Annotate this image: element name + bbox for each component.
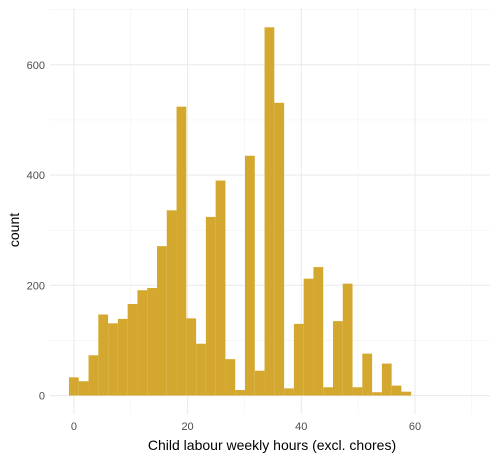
- histogram-bar: [166, 210, 177, 396]
- x-tick-label: 40: [295, 421, 307, 433]
- histogram-bar: [88, 355, 99, 396]
- x-tick-label: 20: [181, 421, 193, 433]
- y-tick-label: 400: [27, 170, 45, 182]
- histogram-bar: [186, 318, 197, 396]
- histogram-bar: [244, 155, 255, 396]
- histogram-bars: [68, 27, 412, 396]
- histogram-bar: [108, 323, 118, 396]
- histogram-bar: [98, 314, 109, 396]
- y-axis-title: count: [6, 213, 22, 247]
- histogram-bar: [156, 246, 167, 396]
- histogram-bar: [391, 385, 402, 396]
- y-axis-tick-labels: 0 200 400 600: [27, 60, 45, 403]
- histogram-bar: [176, 106, 187, 396]
- histogram-bar: [147, 288, 157, 396]
- histogram-bar: [342, 283, 353, 396]
- histogram-bar: [352, 387, 363, 396]
- x-tick-label: 0: [71, 421, 77, 433]
- histogram-bar: [293, 323, 304, 396]
- histogram-bar: [235, 390, 245, 396]
- histogram-bar: [381, 363, 392, 396]
- histogram-bar: [401, 391, 412, 396]
- histogram-bar: [215, 180, 226, 396]
- histogram-bar: [303, 278, 314, 396]
- histogram-bar: [323, 387, 333, 396]
- histogram-bar: [313, 267, 324, 396]
- histogram-bar: [117, 318, 128, 396]
- y-tick-label: 0: [39, 391, 45, 403]
- x-axis-title: Child labour weekly hours (excl. chores): [148, 437, 396, 453]
- histogram-bar: [127, 304, 138, 396]
- histogram-bar: [196, 343, 206, 396]
- histogram-bar: [372, 392, 382, 396]
- y-tick-label: 200: [27, 280, 45, 292]
- histogram-bar: [137, 290, 148, 396]
- histogram-bar: [225, 359, 236, 396]
- x-tick-label: 60: [409, 421, 421, 433]
- histogram-bar: [362, 353, 373, 396]
- histogram-bar: [274, 102, 285, 396]
- histogram-bar: [68, 377, 79, 396]
- histogram-bar: [78, 381, 89, 396]
- histogram-bar: [264, 27, 275, 396]
- histogram-bar: [284, 388, 294, 396]
- histogram-bar: [205, 216, 216, 396]
- histogram-bar: [254, 370, 265, 396]
- histogram-bar: [332, 321, 343, 396]
- x-axis-tick-labels: 0 20 40 60: [71, 421, 421, 433]
- y-tick-label: 600: [27, 60, 45, 72]
